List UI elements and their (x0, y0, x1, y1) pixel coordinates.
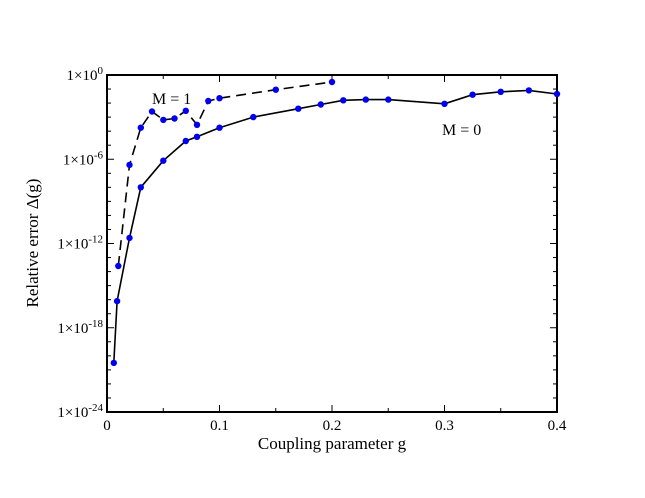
x-tick-labels: 0 0.1 0.2 0.3 0.4 (103, 418, 567, 434)
data-point (553, 90, 561, 98)
y-tick-label: 1×10-24 (57, 402, 103, 421)
data-point (160, 157, 167, 164)
data-point (110, 359, 118, 367)
data-point (295, 105, 302, 112)
data-point (362, 96, 369, 103)
data-point (160, 116, 167, 124)
data-point (126, 161, 133, 169)
data-point (441, 100, 448, 108)
x-tick-label: 0.3 (435, 418, 454, 434)
data-point (182, 107, 189, 115)
y-tick-labels: 1×100 1×10-6 1×10-12 1×10-18 1×10-24 (57, 65, 103, 421)
data-point (205, 97, 212, 105)
y-axis-label: Relative error Δ(g) (23, 179, 42, 308)
series-label-m0: M = 0 (442, 122, 481, 139)
data-point (126, 234, 133, 242)
y-tick-label: 1×10-12 (57, 234, 103, 253)
data-point (193, 133, 201, 140)
data-point (216, 95, 223, 102)
x-tick-label: 0 (103, 418, 111, 434)
data-point (469, 91, 476, 98)
x-axis-label: Coupling parameter g (258, 434, 407, 453)
data-point (182, 137, 189, 145)
ticks (106, 74, 558, 413)
data-point (497, 88, 504, 96)
x-tick-label: 0.2 (323, 418, 342, 434)
series-label-m1: M = 1 (152, 91, 191, 108)
data-point (113, 297, 121, 305)
data-point (137, 184, 144, 191)
data-point (272, 86, 279, 93)
data-point (115, 262, 122, 270)
plot-frame (106, 74, 558, 413)
data-point (137, 124, 144, 131)
series-lines (113, 81, 558, 363)
data-point (171, 115, 178, 122)
data-point (193, 121, 201, 128)
data-point (250, 113, 257, 121)
data-point (148, 108, 156, 115)
y-tick-label: 1×10-18 (57, 318, 103, 337)
data-point (385, 96, 392, 103)
x-tick-label: 0.1 (210, 418, 229, 434)
data-point (317, 101, 324, 108)
x-tick-label: 0.4 (548, 418, 567, 434)
series-line-1 (117, 81, 333, 267)
data-point (340, 97, 347, 104)
data-point (328, 78, 336, 86)
data-point (525, 87, 533, 94)
y-tick-label: 1×10-6 (63, 149, 104, 168)
series-points (110, 78, 561, 367)
data-point (216, 124, 223, 131)
series-line-0 (113, 89, 558, 363)
y-tick-label: 1×100 (67, 65, 104, 84)
